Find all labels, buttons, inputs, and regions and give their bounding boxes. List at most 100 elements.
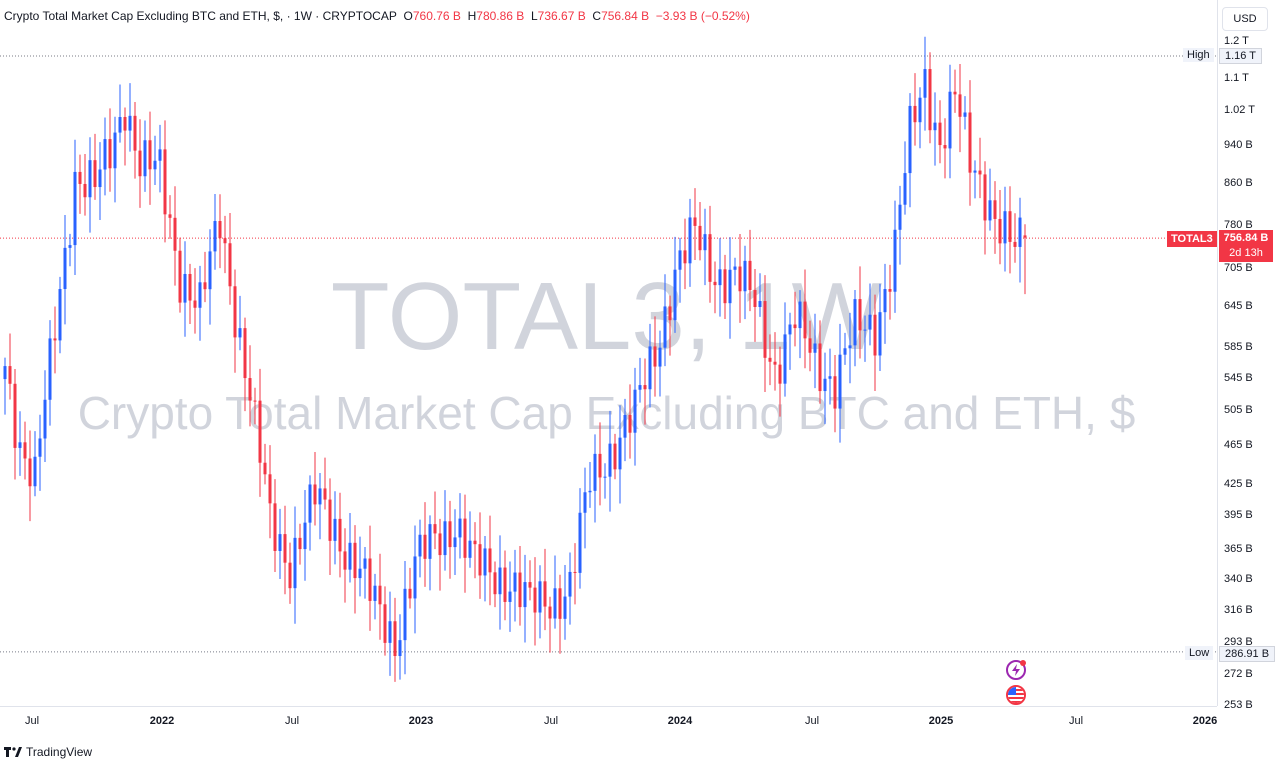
candle xyxy=(288,542,292,604)
candle xyxy=(558,574,562,654)
candle xyxy=(768,334,772,386)
candlestick-plot[interactable] xyxy=(0,0,1217,706)
price-tick-label: 1.02 T xyxy=(1224,104,1255,117)
candle xyxy=(488,515,492,606)
candle xyxy=(463,494,467,593)
candle xyxy=(603,463,607,499)
candle xyxy=(263,443,267,485)
candle xyxy=(33,431,37,497)
lightning-icon[interactable] xyxy=(1006,660,1026,680)
candle xyxy=(88,137,92,233)
candle xyxy=(653,316,657,397)
price-tick-label: 1.1 T xyxy=(1224,72,1249,85)
candle xyxy=(628,384,632,459)
candle xyxy=(683,218,687,290)
time-tick-label: 2025 xyxy=(928,715,954,727)
candle xyxy=(448,500,452,579)
legend-exchange: CRYPTOCAP xyxy=(322,9,397,23)
legend-interval[interactable]: 1W xyxy=(293,9,312,23)
legend-c-value: 756.84 B xyxy=(601,9,650,23)
candle xyxy=(698,201,702,261)
candle xyxy=(913,73,917,146)
candle xyxy=(338,492,342,578)
candle xyxy=(378,553,382,640)
candle xyxy=(293,506,297,624)
price-tick-label: 545 B xyxy=(1224,371,1253,384)
candle xyxy=(873,294,877,392)
candle xyxy=(133,101,137,179)
price-tick-label: 293 B xyxy=(1224,636,1253,649)
candle xyxy=(223,215,227,274)
candle xyxy=(333,491,337,565)
time-tick-label: Jul xyxy=(804,715,820,727)
candle xyxy=(843,332,847,365)
footer[interactable]: TradingView xyxy=(4,745,92,759)
price-tick-label: 645 B xyxy=(1224,299,1253,312)
currency-button[interactable]: USD xyxy=(1222,7,1268,31)
candle xyxy=(393,597,397,682)
candle xyxy=(278,508,282,580)
bar-countdown: 2d 13h xyxy=(1229,247,1263,259)
candle xyxy=(313,451,317,526)
candle xyxy=(908,93,912,208)
candle xyxy=(503,550,507,621)
price-tick-label: 860 B xyxy=(1224,177,1253,190)
candle xyxy=(308,475,312,551)
candle xyxy=(408,567,412,609)
candle xyxy=(208,229,212,325)
us-flag-icon[interactable] xyxy=(1006,685,1026,705)
candle xyxy=(303,489,307,581)
candle xyxy=(173,186,177,286)
candle xyxy=(518,545,522,626)
price-tick-label: 340 B xyxy=(1224,572,1253,585)
candle xyxy=(343,528,347,603)
candle xyxy=(513,549,517,622)
candle xyxy=(733,257,737,286)
candle xyxy=(623,398,627,462)
candle xyxy=(758,273,762,317)
candle xyxy=(753,269,757,342)
candle xyxy=(413,525,417,634)
candle xyxy=(923,36,927,131)
candle xyxy=(763,275,767,392)
price-axis[interactable]: 1.2 T 1.1 T 1.02 T 940 B 860 B 780 B 705 B 645 … xyxy=(1217,0,1279,711)
legend-title[interactable]: Crypto Total Market Cap Excluding BTC an… xyxy=(4,9,280,23)
chart-pane[interactable]: TOTAL3, 1W Crypto Total Market Cap Exclu… xyxy=(0,0,1217,706)
candle xyxy=(283,505,287,595)
candle xyxy=(68,233,72,267)
price-tick-label: 705 B xyxy=(1224,261,1253,274)
time-axis[interactable]: Jul 2022 Jul 2023 Jul 2024 Jul 2025 Jul 2026 xyxy=(0,706,1217,737)
candle xyxy=(578,488,582,589)
candle xyxy=(993,181,997,254)
candle xyxy=(328,478,332,575)
candle xyxy=(63,215,67,325)
candle xyxy=(203,251,207,303)
candle xyxy=(348,513,352,583)
legend-h-label: H xyxy=(467,9,477,23)
current-price-value: 756.84 B xyxy=(1223,232,1269,244)
price-tick-label: 940 B xyxy=(1224,139,1253,152)
candle xyxy=(238,295,242,351)
candle xyxy=(13,368,17,480)
symbol-legend[interactable]: Crypto Total Market Cap Excluding BTC an… xyxy=(4,9,750,23)
candle xyxy=(838,323,842,443)
candle xyxy=(898,185,902,265)
candle xyxy=(398,614,402,680)
candle xyxy=(128,83,132,152)
candle xyxy=(973,160,977,199)
candle xyxy=(3,357,7,415)
candle xyxy=(938,100,942,164)
legend-change: −3.93 B (−0.52%) xyxy=(655,9,750,23)
candle xyxy=(23,421,27,480)
candle xyxy=(813,313,817,389)
candle xyxy=(73,139,77,276)
candle xyxy=(108,108,112,192)
candle xyxy=(988,168,992,231)
candle xyxy=(268,445,272,539)
legend-sep: · xyxy=(286,9,291,23)
price-tick-label: 780 B xyxy=(1224,218,1253,231)
candle xyxy=(443,490,447,571)
candle xyxy=(553,555,557,629)
candle xyxy=(943,118,947,179)
candle xyxy=(948,64,952,179)
